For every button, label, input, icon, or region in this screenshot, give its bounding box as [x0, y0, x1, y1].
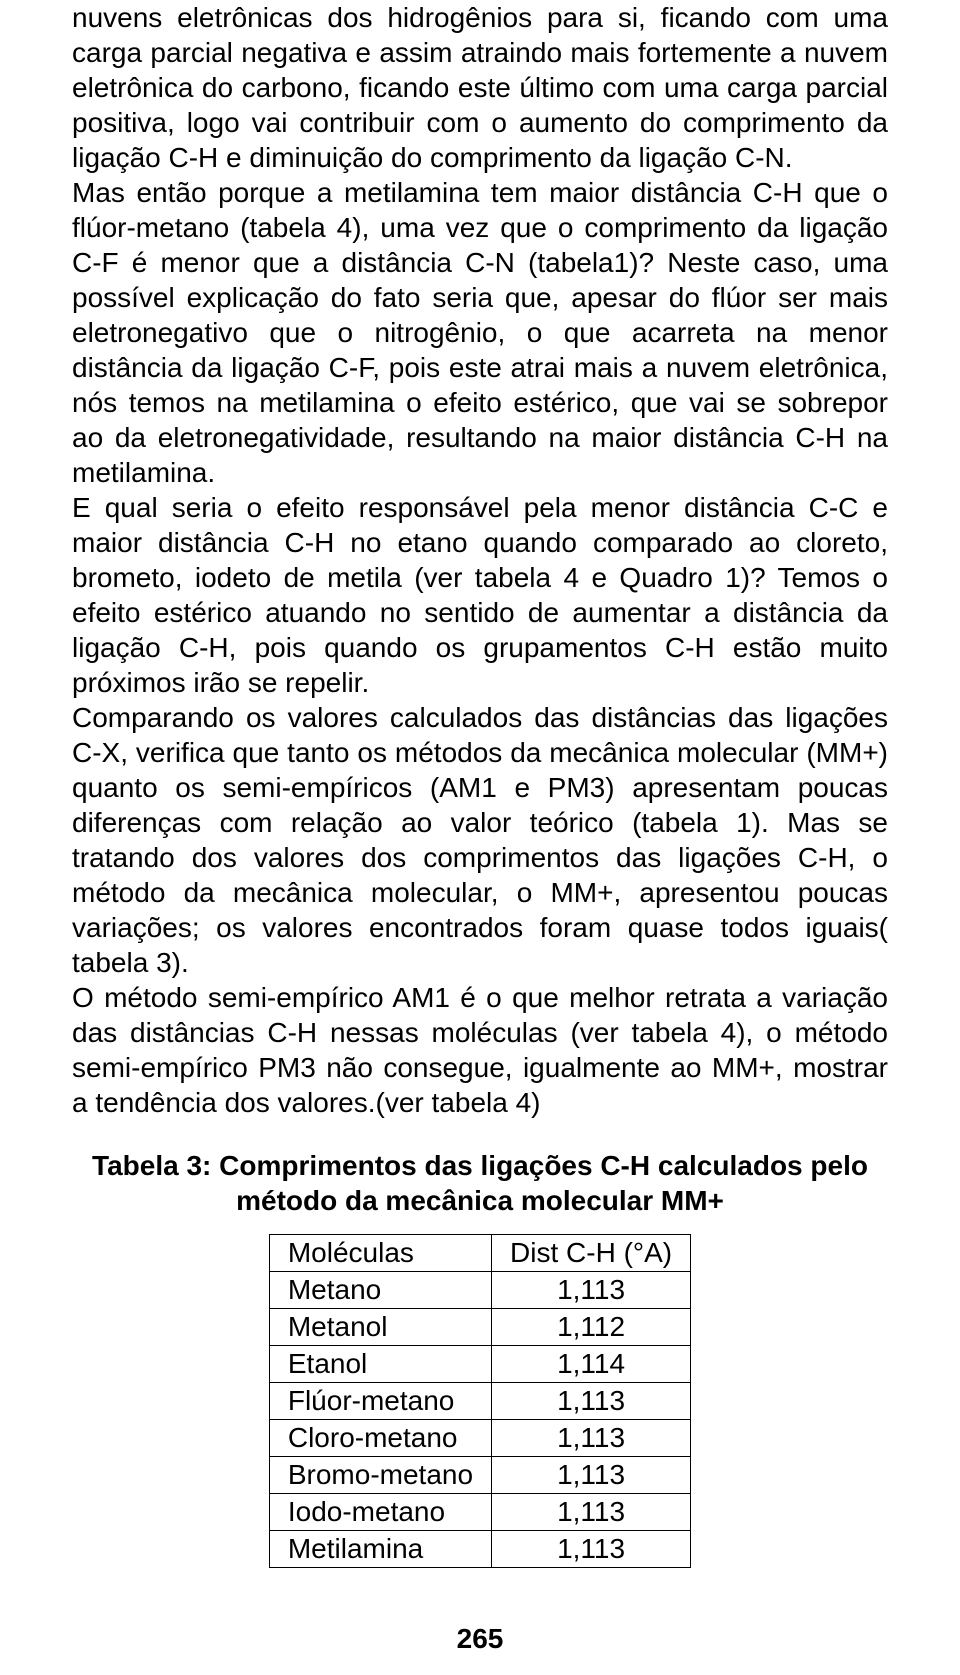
table-row: Metano 1,113 — [269, 1272, 690, 1309]
col-header-dist: Dist C-H (°A) — [492, 1235, 691, 1272]
cell-value: 1,113 — [492, 1494, 691, 1531]
table-header-row: Moléculas Dist C-H (°A) — [269, 1235, 690, 1272]
table-row: Flúor-metano 1,113 — [269, 1383, 690, 1420]
cell-molecule: Cloro-metano — [269, 1420, 491, 1457]
cell-value: 1,113 — [492, 1272, 691, 1309]
cell-molecule: Bromo-metano — [269, 1457, 491, 1494]
cell-molecule: Flúor-metano — [269, 1383, 491, 1420]
paragraph-2: Mas então porque a metilamina tem maior … — [72, 175, 888, 490]
cell-value: 1,113 — [492, 1457, 691, 1494]
cell-molecule: Etanol — [269, 1346, 491, 1383]
table3-caption: Tabela 3: Comprimentos das ligações C-H … — [72, 1148, 888, 1218]
paragraph-5: O método semi-empírico AM1 é o que melho… — [72, 980, 888, 1120]
cell-value: 1,114 — [492, 1346, 691, 1383]
col-header-moleculas: Moléculas — [269, 1235, 491, 1272]
paragraph-3: E qual seria o efeito responsável pela m… — [72, 490, 888, 700]
table-row: Cloro-metano 1,113 — [269, 1420, 690, 1457]
cell-molecule: Metano — [269, 1272, 491, 1309]
cell-value: 1,113 — [492, 1420, 691, 1457]
table3: Moléculas Dist C-H (°A) Metano 1,113 Met… — [269, 1234, 691, 1568]
table-row: Iodo-metano 1,113 — [269, 1494, 690, 1531]
paragraph-4: Comparando os valores calculados das dis… — [72, 700, 888, 980]
paragraph-1: nuvens eletrônicas dos hidrogênios para … — [72, 0, 888, 175]
cell-molecule: Metanol — [269, 1309, 491, 1346]
cell-value: 1,113 — [492, 1383, 691, 1420]
table-row: Bromo-metano 1,113 — [269, 1457, 690, 1494]
cell-molecule: Iodo-metano — [269, 1494, 491, 1531]
table-row: Metilamina 1,113 — [269, 1531, 690, 1568]
cell-value: 1,112 — [492, 1309, 691, 1346]
table-row: Metanol 1,112 — [269, 1309, 690, 1346]
page-number: 265 — [0, 1623, 960, 1655]
cell-molecule: Metilamina — [269, 1531, 491, 1568]
cell-value: 1,113 — [492, 1531, 691, 1568]
table-row: Etanol 1,114 — [269, 1346, 690, 1383]
